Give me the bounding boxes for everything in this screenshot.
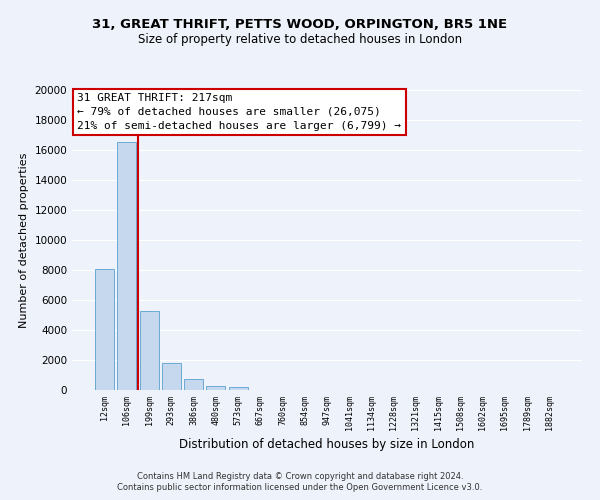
Bar [162, 363, 181, 390]
Bar [206, 386, 225, 390]
X-axis label: Distribution of detached houses by size in London: Distribution of detached houses by size … [179, 438, 475, 451]
Text: Size of property relative to detached houses in London: Size of property relative to detached ho… [138, 32, 462, 46]
Bar [95, 268, 114, 390]
Text: Contains HM Land Registry data © Crown copyright and database right 2024.: Contains HM Land Registry data © Crown c… [137, 472, 463, 481]
Bar [184, 379, 203, 390]
Text: 31 GREAT THRIFT: 217sqm
← 79% of detached houses are smaller (26,075)
21% of sem: 31 GREAT THRIFT: 217sqm ← 79% of detache… [77, 93, 401, 131]
Text: 31, GREAT THRIFT, PETTS WOOD, ORPINGTON, BR5 1NE: 31, GREAT THRIFT, PETTS WOOD, ORPINGTON,… [92, 18, 508, 30]
Bar [140, 310, 158, 390]
Bar [229, 386, 248, 390]
Y-axis label: Number of detached properties: Number of detached properties [19, 152, 29, 328]
Bar [118, 142, 136, 390]
Text: Contains public sector information licensed under the Open Government Licence v3: Contains public sector information licen… [118, 484, 482, 492]
